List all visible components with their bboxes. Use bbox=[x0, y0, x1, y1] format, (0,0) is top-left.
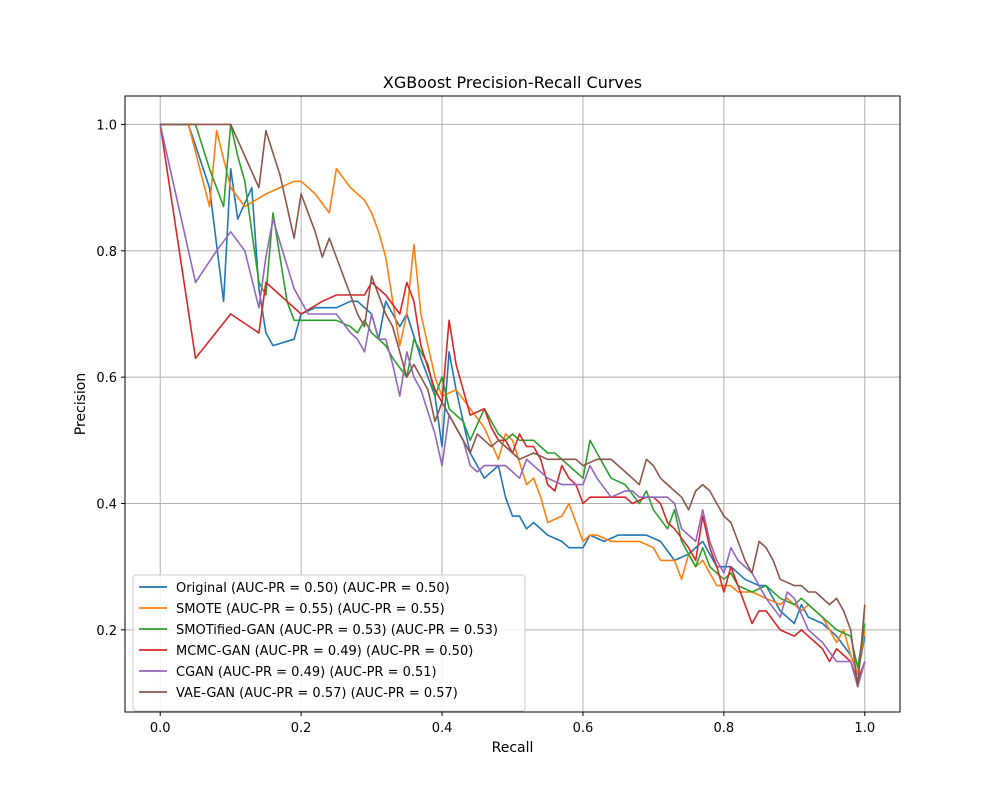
x-tick-label: 0.0 bbox=[150, 721, 171, 736]
chart-title: XGBoost Precision-Recall Curves bbox=[383, 73, 642, 92]
legend-box bbox=[132, 574, 526, 712]
series-line-3 bbox=[159, 124, 866, 682]
y-axis-label: Precision bbox=[73, 373, 89, 435]
x-tick-label: 0.6 bbox=[573, 721, 594, 736]
legend-label-4: CGAN (AUC-PR = 0.49) (AUC-PR = 0.51) bbox=[176, 665, 437, 680]
legend-label-3: MCMC-GAN (AUC-PR = 0.49) (AUC-PR = 0.50) bbox=[176, 644, 473, 659]
legend-label-1: SMOTE (AUC-PR = 0.55) (AUC-PR = 0.55) bbox=[176, 602, 445, 617]
series-line-5 bbox=[160, 123, 866, 688]
plot-lines bbox=[159, 123, 866, 688]
legend-label-5: VAE-GAN (AUC-PR = 0.57) (AUC-PR = 0.57) bbox=[176, 686, 458, 701]
y-tick-label: 0.6 bbox=[96, 371, 117, 386]
legend-label-0: Original (AUC-PR = 0.50) (AUC-PR = 0.50) bbox=[176, 581, 450, 596]
series-line-4 bbox=[159, 124, 866, 688]
x-tick-label: 0.4 bbox=[432, 721, 453, 736]
x-axis-ticks: 0.0 0.2 0.4 0.6 0.8 1.0 bbox=[150, 712, 875, 736]
legend: Original (AUC-PR = 0.50) (AUC-PR = 0.50)… bbox=[132, 574, 526, 712]
y-tick-label: 0.2 bbox=[96, 624, 117, 639]
plot-area-frame bbox=[124, 95, 901, 713]
x-axis-label: Recall bbox=[492, 740, 534, 756]
y-axis-ticks: 0.2 0.4 0.6 0.8 1.0 bbox=[96, 118, 125, 639]
y-tick-label: 0.8 bbox=[96, 245, 117, 260]
series-line-1 bbox=[160, 123, 866, 675]
y-tick-label: 0.4 bbox=[96, 498, 117, 513]
series-line-2 bbox=[160, 123, 866, 669]
x-tick-label: 1.0 bbox=[854, 721, 875, 736]
x-tick-label: 0.8 bbox=[714, 721, 735, 736]
y-tick-label: 1.0 bbox=[96, 118, 117, 133]
x-tick-label: 0.2 bbox=[291, 721, 312, 736]
legend-label-2: SMOTified-GAN (AUC-PR = 0.53) (AUC-PR = … bbox=[176, 623, 498, 638]
